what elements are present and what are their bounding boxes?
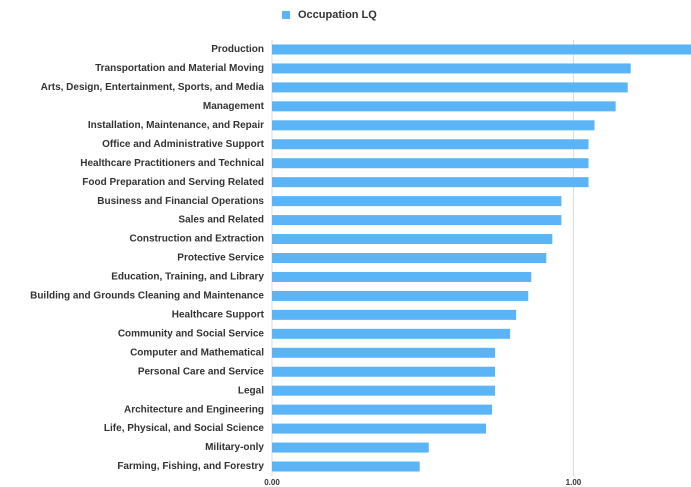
y-tick-label: Building and Grounds Cleaning and Mainte…: [30, 291, 264, 302]
bar: [272, 63, 631, 74]
bar: [272, 196, 562, 207]
bar: [272, 347, 496, 358]
bar: [272, 328, 511, 339]
y-tick-label: Production: [211, 44, 264, 55]
bar: [272, 101, 616, 112]
y-tick-label: Education, Training, and Library: [111, 272, 264, 283]
bar: [272, 44, 691, 55]
bar: [272, 309, 517, 320]
bar: [272, 423, 487, 434]
y-tick-label: Legal: [238, 385, 264, 396]
y-tick-label: Business and Financial Operations: [97, 196, 264, 207]
x-tick-label: 1.00: [566, 478, 582, 487]
y-tick-label: Healthcare Support: [172, 310, 265, 321]
y-tick-label: Sales and Related: [178, 215, 264, 226]
bar: [272, 385, 496, 396]
bar: [272, 461, 420, 472]
bar: [272, 120, 595, 131]
bar: [272, 139, 589, 150]
y-tick-label: Architecture and Engineering: [124, 404, 264, 415]
bar: [272, 82, 628, 93]
bar: [272, 442, 429, 453]
y-tick-label: Office and Administrative Support: [102, 139, 265, 150]
x-tick-label: 0.00: [264, 478, 280, 487]
y-tick-label: Computer and Mathematical: [130, 347, 264, 358]
y-tick-label: Community and Social Service: [118, 328, 265, 339]
bar: [272, 234, 553, 245]
y-tick-label: Healthcare Practitioners and Technical: [80, 158, 264, 169]
bar: [272, 404, 493, 415]
bar: [272, 177, 589, 188]
bar: [272, 366, 496, 377]
y-tick-label: Personal Care and Service: [138, 366, 265, 377]
bar: [272, 215, 562, 226]
y-tick-label: Life, Physical, and Social Science: [104, 423, 265, 434]
y-tick-label: Food Preparation and Serving Related: [82, 177, 264, 188]
y-tick-label: Construction and Extraction: [130, 234, 264, 245]
bar: [272, 290, 529, 301]
y-tick-label: Protective Service: [177, 253, 264, 264]
legend-label: Occupation LQ: [298, 9, 377, 21]
legend-swatch: [282, 11, 290, 19]
bar: [272, 271, 532, 282]
y-tick-label: Military-only: [205, 442, 264, 453]
y-tick-label: Transportation and Material Moving: [95, 63, 264, 74]
y-tick-label: Farming, Fishing, and Forestry: [117, 461, 264, 472]
bar: [272, 253, 547, 263]
y-tick-label: Installation, Maintenance, and Repair: [88, 120, 264, 131]
y-tick-label: Arts, Design, Entertainment, Sports, and…: [41, 82, 265, 93]
bar: [272, 158, 589, 169]
y-tick-label: Management: [203, 101, 265, 112]
